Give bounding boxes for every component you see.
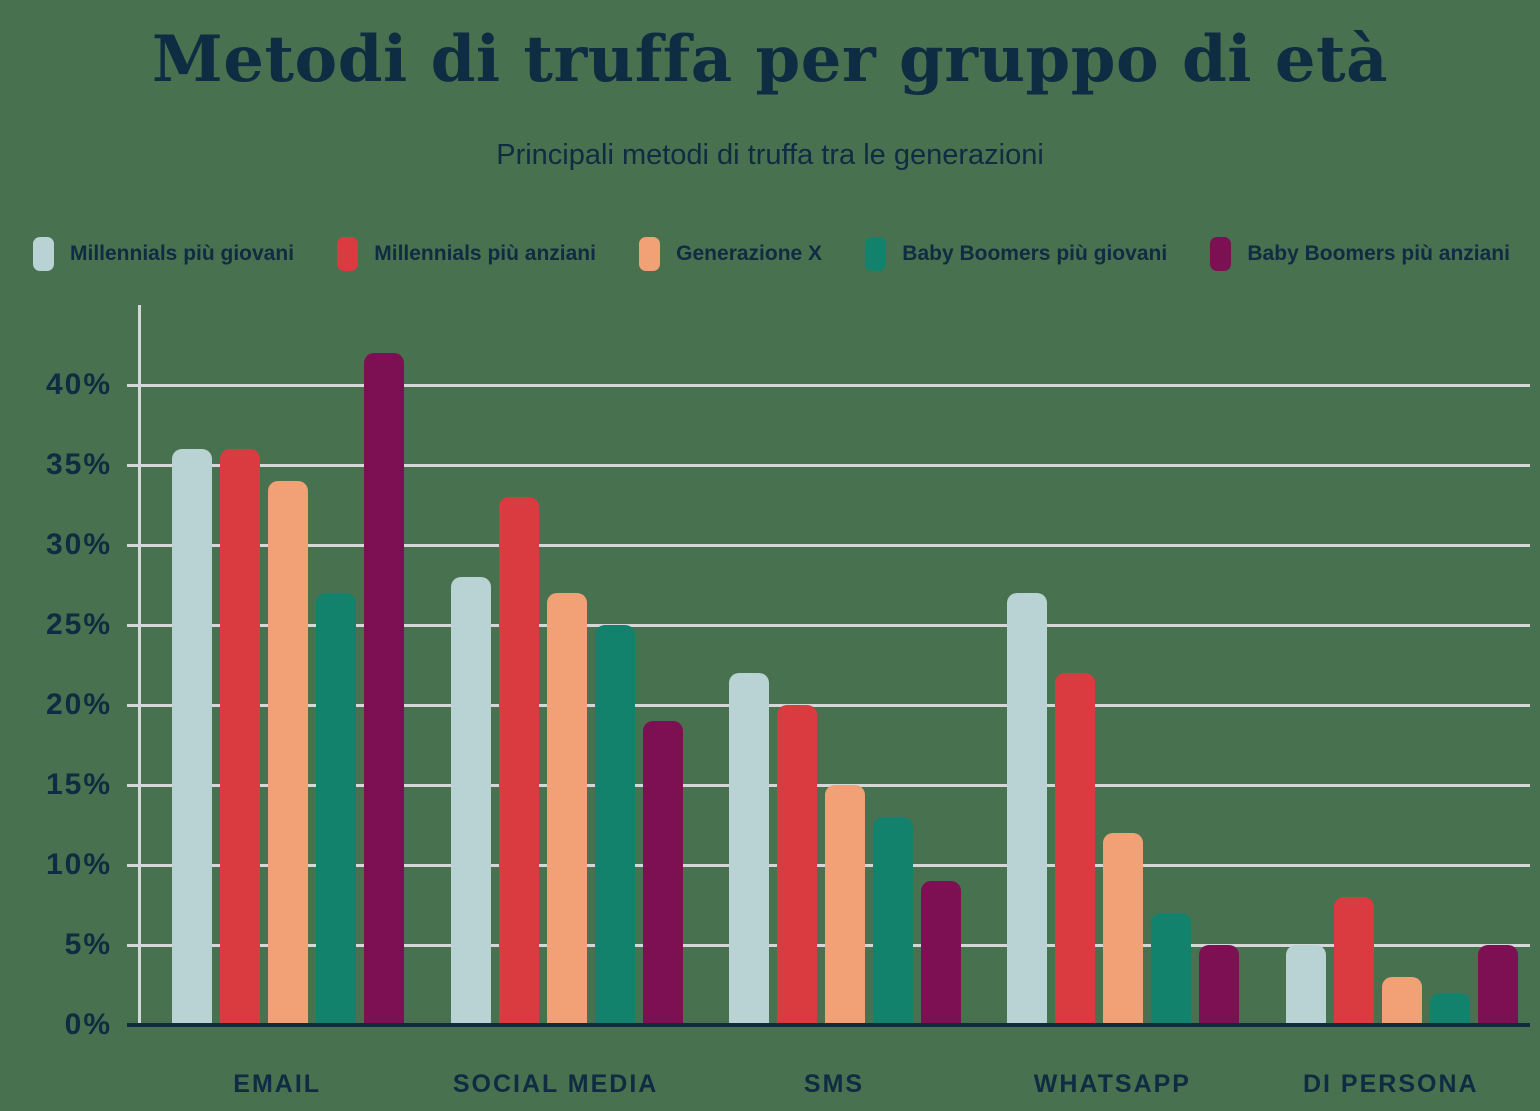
chart-subtitle: Principali metodi di truffa tra le gener… <box>496 139 1044 171</box>
bar-group-sms <box>706 305 984 1025</box>
legend-label: Baby Boomers più giovani <box>902 242 1168 265</box>
y-tick-label-5: 5% <box>64 928 112 961</box>
bar-group-di-persona <box>1263 305 1540 1025</box>
x-axis-label-email: EMAIL <box>233 1070 322 1098</box>
bar-email-baby-boomers-pi-anziani <box>364 353 405 1025</box>
bar-email-millennials-pi-anziani <box>220 449 261 1025</box>
bar-sms-millennials-pi-giovani <box>728 673 769 1025</box>
y-tick-label-30: 30% <box>45 528 112 561</box>
legend-swatch-millennials-pi-giovani <box>33 237 54 271</box>
bar-di-persona-millennials-pi-anziani <box>1333 897 1374 1025</box>
y-tick-label-10: 10% <box>45 848 112 881</box>
legend-item-millennials-pi-giovani: Millennials più giovani <box>33 237 294 271</box>
bar-di-persona-generazione-x <box>1381 977 1422 1025</box>
x-axis-label-social-media: SOCIAL MEDIA <box>452 1070 659 1098</box>
legend: Millennials più giovani Millennials più a… <box>33 237 1510 271</box>
bar-whatsapp-millennials-pi-giovani <box>1007 593 1048 1025</box>
legend-item-baby-boomers-pi-giovani: Baby Boomers più giovani <box>865 237 1167 271</box>
bar-group-social-media <box>427 305 705 1025</box>
gridline-40 <box>127 383 1530 387</box>
bar-whatsapp-generazione-x <box>1103 833 1144 1025</box>
y-tick-label-35: 35% <box>45 448 112 481</box>
bar-di-persona-millennials-pi-giovani <box>1285 945 1326 1025</box>
legend-label: Baby Boomers più anziani <box>1247 242 1510 265</box>
gridline-25 <box>127 623 1530 627</box>
legend-label: Millennials più giovani <box>70 242 295 265</box>
bar-sms-millennials-pi-anziani <box>776 705 817 1025</box>
legend-swatch-generazione-x <box>639 237 661 271</box>
gridline-30 <box>127 543 1530 547</box>
legend-item-baby-boomers-pi-anziani: Baby Boomers più anziani <box>1210 237 1510 271</box>
bar-email-millennials-pi-giovani <box>172 449 213 1025</box>
legend-swatch-baby-boomers-pi-giovani <box>865 237 887 271</box>
bar-group-whatsapp <box>984 305 1262 1025</box>
gridline-35 <box>127 463 1530 467</box>
x-axis-label-di-persona: DI PERSONA <box>1302 1070 1479 1098</box>
y-tick-label-25: 25% <box>45 608 112 641</box>
bar-whatsapp-baby-boomers-pi-anziani <box>1199 945 1240 1025</box>
x-axis-label-sms: SMS <box>803 1070 865 1098</box>
bar-group-email <box>149 305 427 1025</box>
legend-label: Generazione X <box>676 242 823 265</box>
gridline-20 <box>127 703 1530 707</box>
bar-sms-baby-boomers-pi-giovani <box>872 817 913 1025</box>
bar-social-media-baby-boomers-pi-anziani <box>642 721 683 1025</box>
bar-social-media-baby-boomers-pi-giovani <box>594 625 635 1025</box>
y-tick-label-40: 40% <box>45 368 112 401</box>
y-tick-label-15: 15% <box>45 768 112 801</box>
bar-email-generazione-x <box>268 481 309 1025</box>
y-tick-label-20: 20% <box>45 688 112 721</box>
x-axis-line <box>127 1023 1530 1027</box>
x-axis-label-whatsapp: WHATSAPP <box>1033 1070 1191 1098</box>
legend-item-millennials-pi-anziani: Millennials più anziani <box>337 237 596 271</box>
bar-whatsapp-millennials-pi-anziani <box>1055 673 1096 1025</box>
bar-sms-generazione-x <box>824 785 865 1025</box>
legend-swatch-millennials-pi-anziani <box>337 237 359 271</box>
bar-email-baby-boomers-pi-giovani <box>316 593 357 1025</box>
legend-item-generazione-x: Generazione X <box>639 237 822 271</box>
bar-whatsapp-baby-boomers-pi-giovani <box>1151 913 1192 1025</box>
y-axis-line <box>138 305 141 1025</box>
y-tick-label-0: 0% <box>64 1008 112 1041</box>
legend-label: Millennials più anziani <box>374 242 596 265</box>
bar-social-media-generazione-x <box>546 593 587 1025</box>
bar-di-persona-baby-boomers-pi-anziani <box>1477 945 1518 1025</box>
chart-title: Metodi di truffa per gruppo di età <box>151 22 1389 97</box>
gridline-15 <box>127 783 1530 787</box>
bar-social-media-millennials-pi-giovani <box>450 577 491 1025</box>
legend-swatch-baby-boomers-pi-anziani <box>1210 237 1232 271</box>
bar-social-media-millennials-pi-anziani <box>498 497 539 1025</box>
plot-area: 0% 5% 10% 15% 20% 25% 30% 35% 40% <box>0 305 1540 1040</box>
bar-di-persona-baby-boomers-pi-giovani <box>1429 993 1470 1025</box>
bar-sms-baby-boomers-pi-anziani <box>920 881 961 1025</box>
